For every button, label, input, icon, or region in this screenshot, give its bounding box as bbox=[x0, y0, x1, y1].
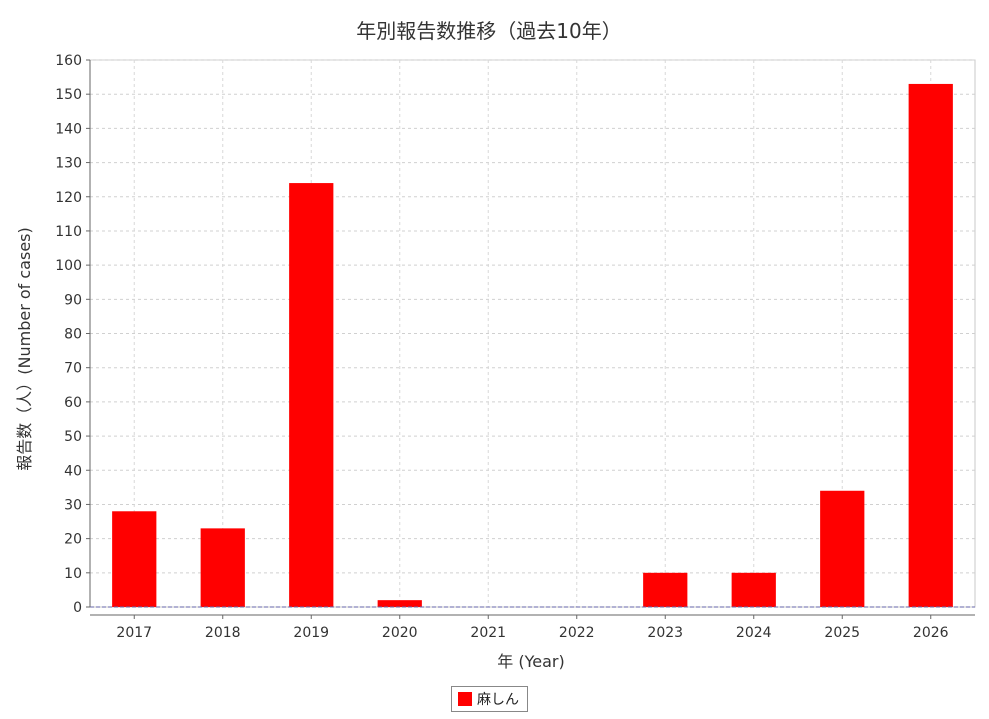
y-axis-title: 報告数（人）(Number of cases) bbox=[15, 227, 34, 470]
y-tick-label: 140 bbox=[55, 121, 82, 137]
x-tick-label: 2024 bbox=[736, 625, 772, 641]
bar-2018 bbox=[200, 528, 245, 607]
x-axis-title: 年 (Year) bbox=[497, 652, 564, 671]
y-tick-label: 110 bbox=[55, 224, 82, 240]
y-tick-label: 20 bbox=[64, 532, 82, 548]
x-tick-label: 2019 bbox=[293, 625, 329, 641]
x-tick-label: 2026 bbox=[913, 625, 949, 641]
y-tick-labels: 0 10 20 30 40 50 60 70 80 90 100 110 120 130 140 150 160 bbox=[55, 53, 82, 616]
bars bbox=[112, 83, 953, 607]
y-tick-label: 30 bbox=[64, 497, 82, 513]
x-tick-label: 2023 bbox=[647, 625, 683, 641]
legend-swatch bbox=[458, 692, 472, 706]
chart-title: 年別報告数推移（過去10年） bbox=[356, 19, 621, 43]
y-tick-label: 60 bbox=[64, 395, 82, 411]
x-tick-label: 2022 bbox=[559, 625, 595, 641]
x-tick-labels: 2017 2018 2019 2020 2021 2022 2023 2024 2025 2026 bbox=[116, 625, 948, 641]
legend-label: 麻しん bbox=[477, 692, 519, 708]
y-tick-label: 120 bbox=[55, 190, 82, 206]
y-tick-label: 10 bbox=[64, 566, 82, 582]
x-tick-label: 2020 bbox=[382, 625, 418, 641]
y-tick-label: 80 bbox=[64, 327, 82, 343]
y-tick-label: 40 bbox=[64, 463, 82, 479]
y-tick-label: 130 bbox=[55, 156, 82, 172]
y-tick-label: 50 bbox=[64, 429, 82, 445]
bar-2023 bbox=[643, 572, 688, 607]
legend: 麻しん bbox=[451, 686, 528, 712]
bar-2019 bbox=[289, 183, 334, 607]
y-tick-label: 150 bbox=[55, 87, 82, 103]
x-tick-label: 2018 bbox=[205, 625, 241, 641]
x-tick-label: 2017 bbox=[116, 625, 152, 641]
x-tick-label: 2021 bbox=[470, 625, 506, 641]
x-tick-label: 2025 bbox=[824, 625, 860, 641]
bar-2025 bbox=[820, 490, 865, 607]
bar-2026 bbox=[908, 83, 953, 607]
y-tick-label: 70 bbox=[64, 361, 82, 377]
y-tick-label: 0 bbox=[73, 600, 82, 616]
bar-2024 bbox=[731, 572, 776, 607]
bar-2020 bbox=[377, 600, 422, 607]
y-tick-label: 100 bbox=[55, 258, 82, 274]
y-tick-label: 90 bbox=[64, 292, 82, 308]
axes bbox=[86, 59, 975, 619]
bar-2017 bbox=[112, 511, 157, 607]
y-tick-label: 160 bbox=[55, 53, 82, 69]
